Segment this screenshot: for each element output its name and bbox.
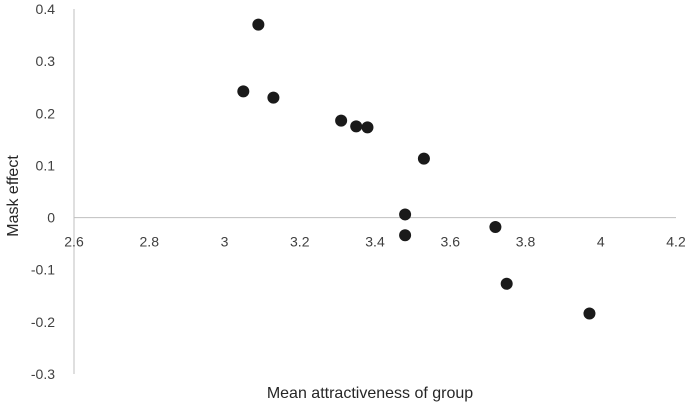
data-point — [252, 18, 265, 31]
x-tick-label: 3.8 — [516, 234, 536, 250]
y-tick-label: 0.4 — [36, 1, 56, 17]
y-tick-label: 0.1 — [36, 157, 56, 173]
x-tick-labels: 2.6 2.8 3 3.2 3.4 3.6 3.8 4 4.2 — [64, 234, 685, 250]
x-tick-label: 2.8 — [140, 234, 160, 250]
x-tick-label: 3.6 — [441, 234, 461, 250]
x-axis-title: Mean attractiveness of group — [267, 385, 473, 402]
y-axis-title: Mask effect — [5, 155, 22, 237]
x-tick-label: 4 — [597, 234, 605, 250]
data-point — [399, 229, 412, 242]
data-point — [399, 208, 412, 221]
x-tick-label: 3.4 — [365, 234, 385, 250]
data-point — [417, 152, 430, 165]
data-point — [583, 307, 596, 320]
x-tick-label: 4.2 — [666, 234, 685, 250]
y-tick-label: -0.3 — [31, 366, 55, 382]
y-tick-labels: 0.4 0.3 0.2 0.1 0 -0.1 -0.2 -0.3 — [31, 1, 55, 382]
x-tick-label: 2.6 — [64, 234, 84, 250]
x-tick-label: 3 — [221, 234, 229, 250]
data-point — [335, 114, 348, 127]
data-points — [237, 18, 596, 320]
y-tick-label: 0.2 — [36, 105, 56, 121]
y-tick-label: -0.2 — [31, 314, 55, 330]
data-point — [350, 120, 363, 133]
data-point — [500, 277, 513, 290]
y-tick-label: 0.3 — [36, 53, 56, 69]
y-tick-label: -0.1 — [31, 262, 55, 278]
data-point — [489, 220, 502, 233]
data-point — [237, 85, 250, 98]
data-point — [361, 121, 374, 134]
x-tick-label: 3.2 — [290, 234, 310, 250]
y-tick-label: 0 — [47, 210, 55, 226]
data-point — [267, 91, 280, 104]
